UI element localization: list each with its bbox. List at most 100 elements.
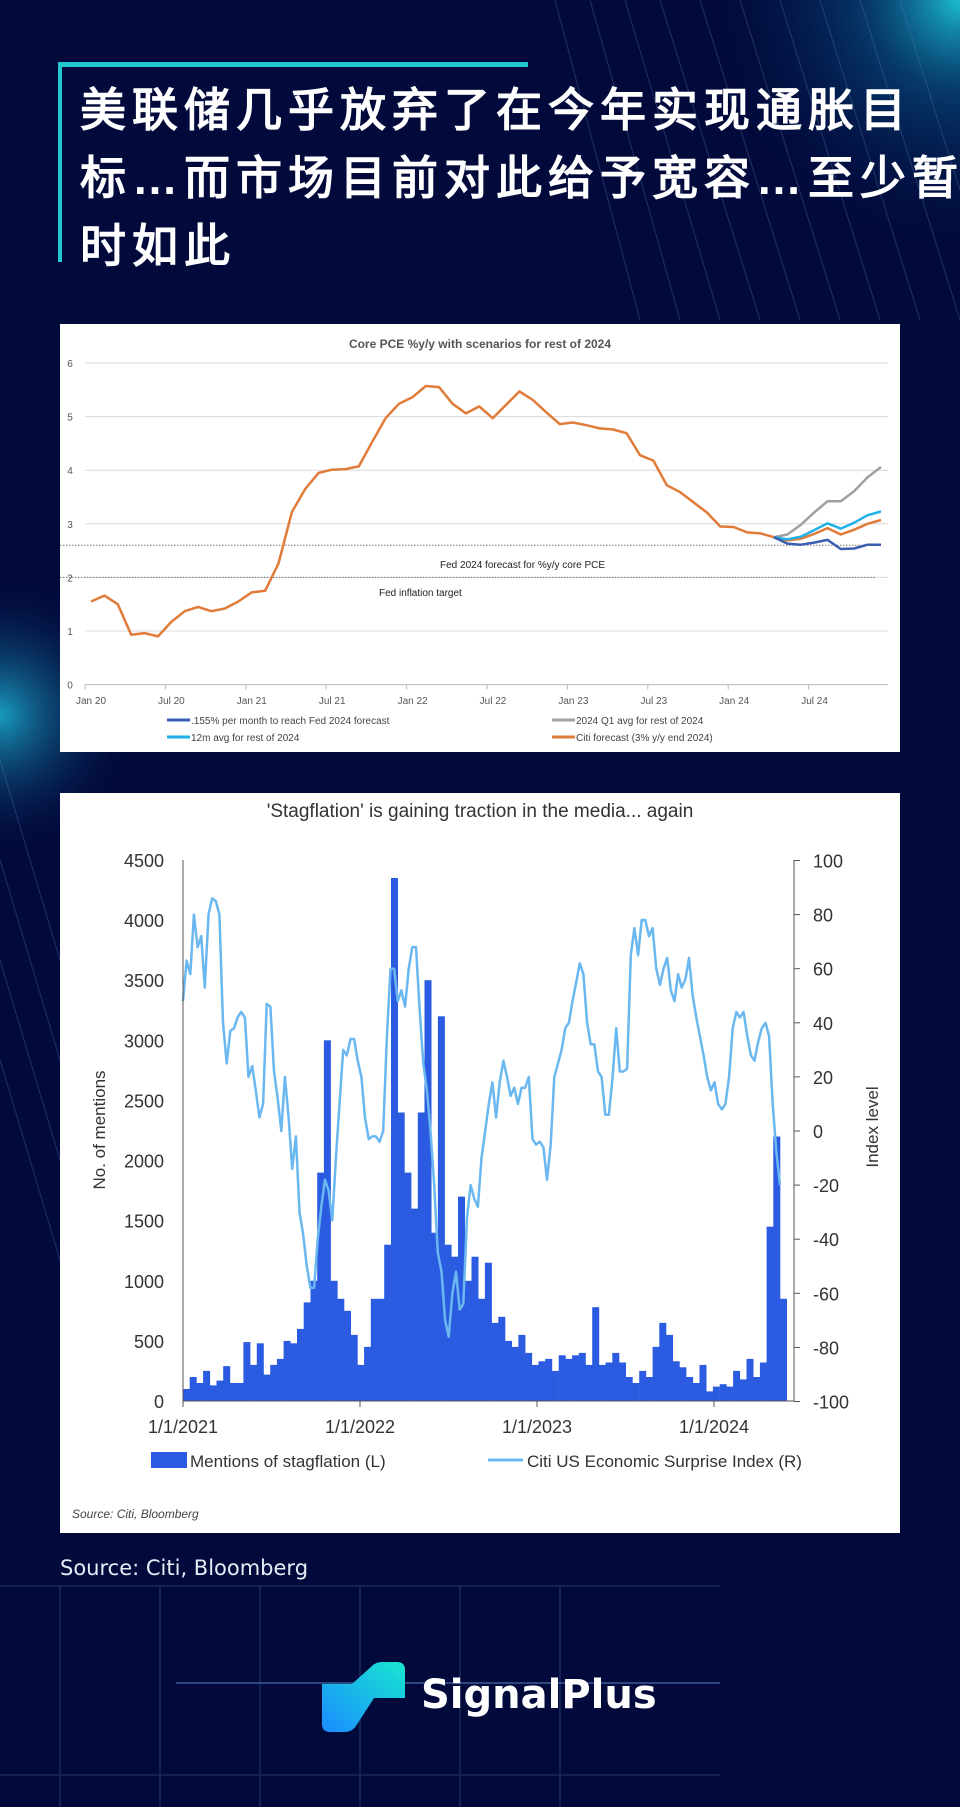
x-tick-label: Jan 22 [398,696,428,707]
bar [276,1358,284,1401]
bar [230,1383,237,1401]
title-line: 时如此 [80,220,236,272]
right-tick-label: -40 [813,1230,839,1250]
bar [625,1377,633,1401]
legend-label: 12m avg for rest of 2024 [191,733,300,744]
bar [411,1208,419,1401]
bar [558,1355,566,1401]
x-tick-label: Jul 24 [801,696,828,707]
bar [531,1364,539,1401]
core-pce-chart-svg: Core PCE %y/y with scenarios for rest of… [60,337,888,744]
bar [538,1361,546,1401]
x-tick-label: 1/1/2021 [148,1417,218,1437]
bar [317,1172,325,1401]
bar [444,1244,452,1401]
series-line [90,384,882,638]
right-tick-label: -100 [813,1393,849,1413]
bar [739,1379,747,1401]
left-tick-label: 3000 [124,1031,164,1051]
left-tick-label: 2500 [124,1091,164,1111]
bar [598,1364,606,1401]
bar [471,1256,479,1401]
bar [384,1244,392,1401]
bar [196,1383,204,1401]
bar [545,1358,553,1401]
bar [498,1316,506,1401]
stagflation-chart: 'Stagflation' is gaining traction in the… [60,793,900,1533]
bar [484,1262,492,1401]
bar [337,1298,345,1401]
bar [478,1298,486,1401]
bar [612,1352,620,1401]
bar [397,1112,405,1401]
bar [344,1310,351,1401]
bar [780,1298,787,1401]
series-line [773,466,882,539]
series-line [773,536,881,551]
bar [256,1343,264,1401]
right-tick-label: 100 [813,852,843,872]
left-tick-label: 500 [134,1332,164,1352]
ref-label-fed-forecast: Fed 2024 forecast for %y/y core PCE [440,560,605,571]
core-pce-chart: Core PCE %y/y with scenarios for rest of… [60,324,900,752]
x-tick-label: Jan 20 [76,696,106,707]
bar [417,1112,425,1401]
bar [458,1196,465,1401]
x-tick-label: 1/1/2024 [679,1417,749,1437]
left-tick-label: 3500 [124,971,164,991]
bar [666,1334,673,1401]
bar [451,1256,459,1401]
bar [759,1362,767,1401]
bar [766,1226,774,1401]
brand-name: SignalPlus [421,1672,657,1718]
x-tick-label: Jul 20 [158,696,185,707]
bar [431,1232,439,1401]
bar [572,1355,580,1401]
title-line: 美联储几乎放弃了在今年实现通胀目 [80,84,912,136]
y-tick-label: 5 [67,413,73,424]
bar [223,1366,231,1401]
bar [773,1136,781,1401]
bar [310,1280,318,1401]
legend-label: 2024 Q1 avg for rest of 2024 [576,716,704,727]
y-tick-label: 6 [67,359,73,370]
bar [686,1377,694,1401]
y-tick-label: 0 [67,681,73,692]
bar [639,1370,647,1401]
surprise-index-line [181,897,782,1338]
bar [712,1386,720,1401]
left-axis-title: No. of mentions [90,1070,109,1189]
bar [672,1361,680,1401]
bar [518,1334,526,1401]
left-tick-label: 4500 [124,851,164,871]
right-tick-label: -20 [813,1176,839,1196]
right-tick-label: -60 [813,1284,839,1304]
bar [578,1352,586,1401]
legend: .155% per month to reach Fed 2024 foreca… [167,716,713,744]
bar [391,878,398,1401]
right-axis-title: Index level [863,1086,882,1167]
bar [297,1328,304,1401]
bar [746,1358,754,1401]
right-tick-label: -80 [813,1338,839,1358]
bar [632,1383,640,1401]
title-accent-bar [58,62,528,67]
y-tick-label: 4 [67,466,73,477]
bar [692,1383,700,1401]
left-tick-label: 1000 [124,1272,164,1292]
bar [183,1389,190,1401]
legend-label: Citi forecast (3% y/y end 2024) [576,733,713,744]
bar [652,1346,660,1401]
left-tick-label: 1500 [124,1212,164,1232]
bar [236,1383,244,1401]
stagflation-chart-svg: 'Stagflation' is gaining traction in the… [72,801,882,1521]
bar [303,1302,311,1401]
left-tick-label: 4000 [124,911,164,931]
legend: Mentions of stagflation (L) Citi US Econ… [151,1452,802,1471]
bar [263,1374,271,1401]
left-tick-label: 0 [154,1392,164,1412]
bar [350,1334,358,1401]
bar [209,1385,217,1401]
right-tick-label: 20 [813,1068,833,1088]
bar [203,1370,211,1401]
